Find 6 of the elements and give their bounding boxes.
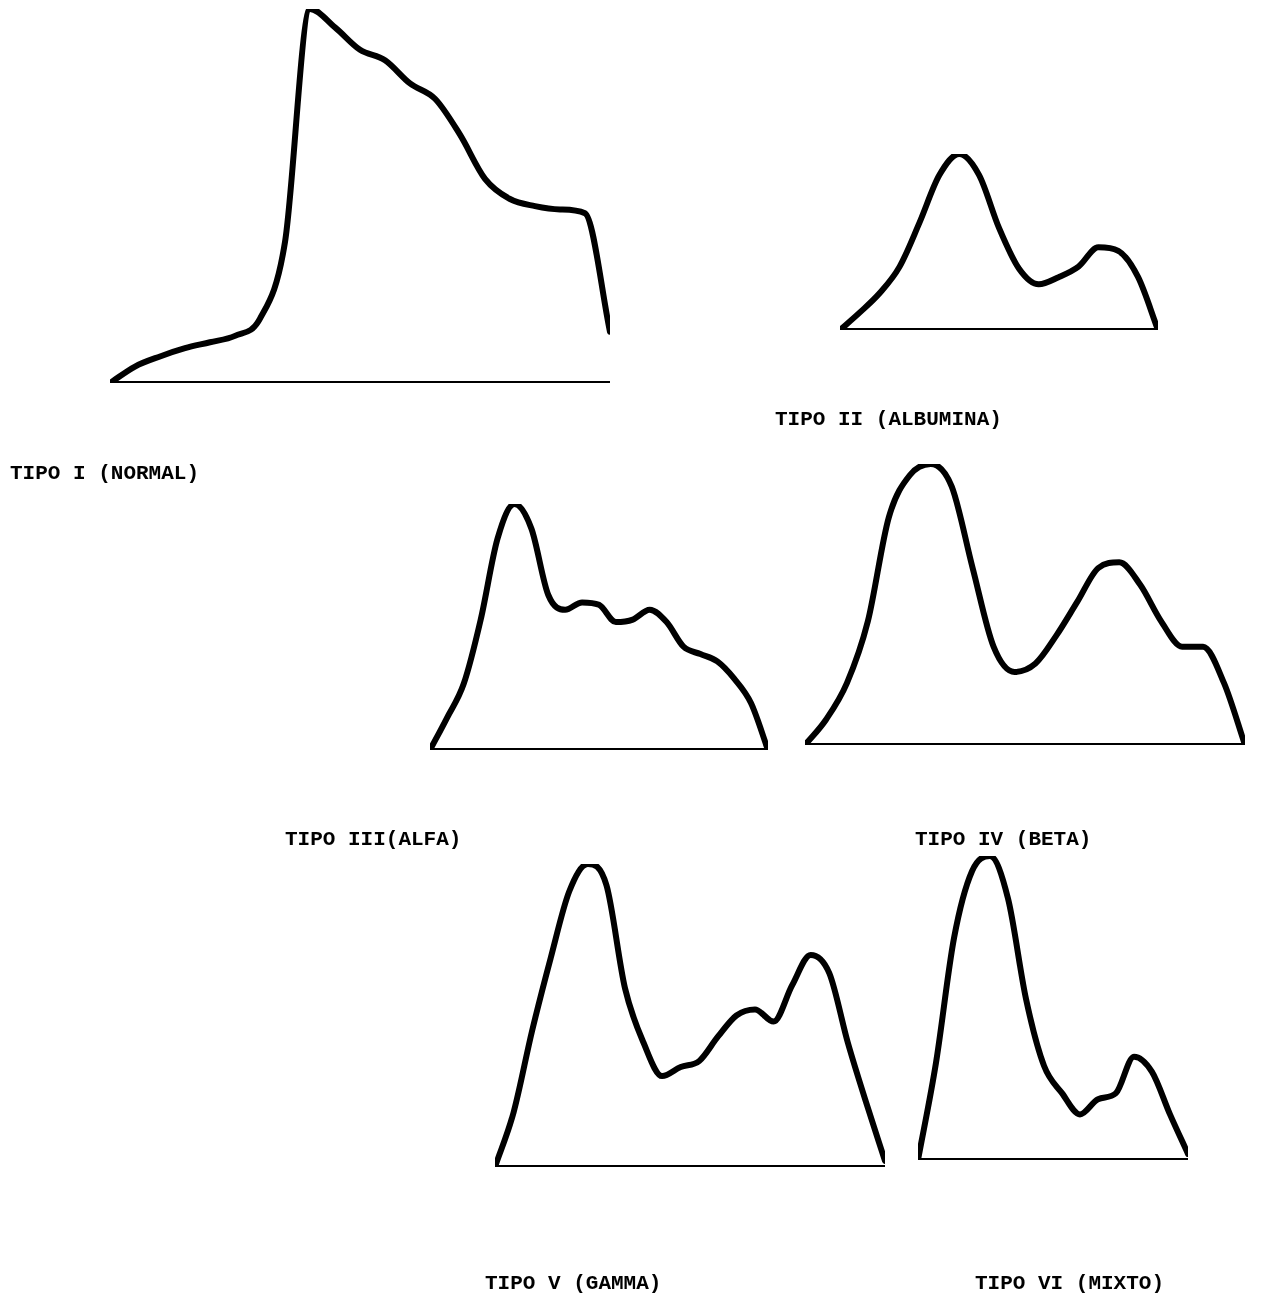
text: TIPO V (GAMMA) bbox=[485, 1272, 662, 1295]
text: TIPO I (NORMAL) bbox=[10, 462, 200, 485]
text: TIPO II (ALBUMINA) bbox=[775, 408, 1002, 431]
text: TIPO IV (BETA) bbox=[915, 828, 1092, 851]
text: TIPO III(ALFA) bbox=[285, 828, 462, 851]
text: TIPO VI (MIXTO) bbox=[975, 1272, 1165, 1295]
